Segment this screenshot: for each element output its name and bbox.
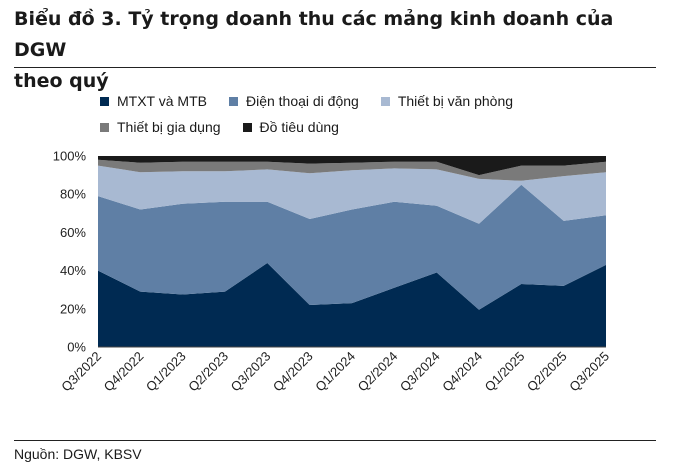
y-tick-label: 0%	[67, 340, 86, 355]
legend-label-mtxt: MTXT và MTB	[117, 93, 207, 109]
x-tick-label: Q4/2022	[101, 349, 147, 395]
legend-swatch-van-phong	[380, 96, 390, 106]
legend-item-tieu-dung: Đồ tiêu dùng	[242, 119, 339, 135]
area-series-3	[98, 159, 606, 181]
x-tick-label: Q2/2025	[524, 349, 570, 395]
legend-label-dien-thoai: Điện thoại di động	[245, 93, 359, 109]
chart-title-line-2: theo quý	[14, 70, 109, 92]
legend-item-dien-thoai: Điện thoại di động	[228, 93, 359, 109]
area-series-4	[98, 156, 606, 176]
legend-item-van-phong: Thiết bị văn phòng	[380, 93, 514, 109]
y-tick-label: 60%	[60, 225, 86, 240]
legend-item-gia-dung: Thiết bị gia dụng	[100, 119, 221, 135]
top-rule	[14, 67, 656, 68]
area-series-0	[98, 263, 606, 347]
x-tick-label: Q1/2023	[143, 349, 189, 395]
chart-title: Biểu đồ 3. Tỷ trọng doanh thu các mảng k…	[14, 4, 664, 97]
legend-label-van-phong: Thiết bị văn phòng	[397, 93, 514, 109]
legend: MTXT và MTB Điện thoại di động Thiết bị …	[100, 88, 640, 140]
legend-item-mtxt: MTXT và MTB	[100, 93, 207, 109]
legend-label-gia-dung: Thiết bị gia dụng	[117, 119, 221, 135]
x-tick-label: Q2/2024	[355, 349, 401, 395]
x-tick-label: Q1/2025	[482, 349, 528, 395]
x-tick-label: Q3/2022	[58, 349, 104, 395]
chart-title-line-1: Biểu đồ 3. Tỷ trọng doanh thu các mảng k…	[14, 8, 614, 61]
legend-swatch-dien-thoai	[228, 96, 238, 106]
x-tick-label: Q3/2023	[228, 349, 274, 395]
area-series-1	[98, 184, 606, 310]
y-tick-label: 100%	[53, 149, 87, 164]
legend-row-2: Thiết bị gia dụng Đồ tiêu dùng	[100, 114, 640, 140]
legend-swatch-tieu-dung	[242, 122, 252, 132]
area-series-2	[98, 165, 606, 224]
x-tick-label: Q1/2024	[312, 349, 358, 395]
y-tick-label: 40%	[60, 263, 86, 278]
x-tick-label: Q3/2024	[397, 349, 443, 395]
source-note: Nguồn: DGW, KBSV	[14, 446, 142, 462]
y-tick-label: 20%	[60, 301, 86, 316]
legend-swatch-gia-dung	[100, 122, 109, 132]
x-tick-label: Q4/2024	[439, 349, 485, 395]
legend-label-tieu-dung: Đồ tiêu dùng	[259, 119, 339, 135]
x-tick-label: Q2/2023	[185, 349, 231, 395]
legend-swatch-mtxt	[100, 96, 109, 106]
x-tick-label: Q3/2025	[566, 349, 612, 395]
bottom-rule	[14, 440, 656, 441]
x-tick-label: Q4/2023	[270, 349, 316, 395]
legend-row-1: MTXT và MTB Điện thoại di động Thiết bị …	[100, 88, 640, 114]
y-tick-label: 80%	[60, 187, 86, 202]
